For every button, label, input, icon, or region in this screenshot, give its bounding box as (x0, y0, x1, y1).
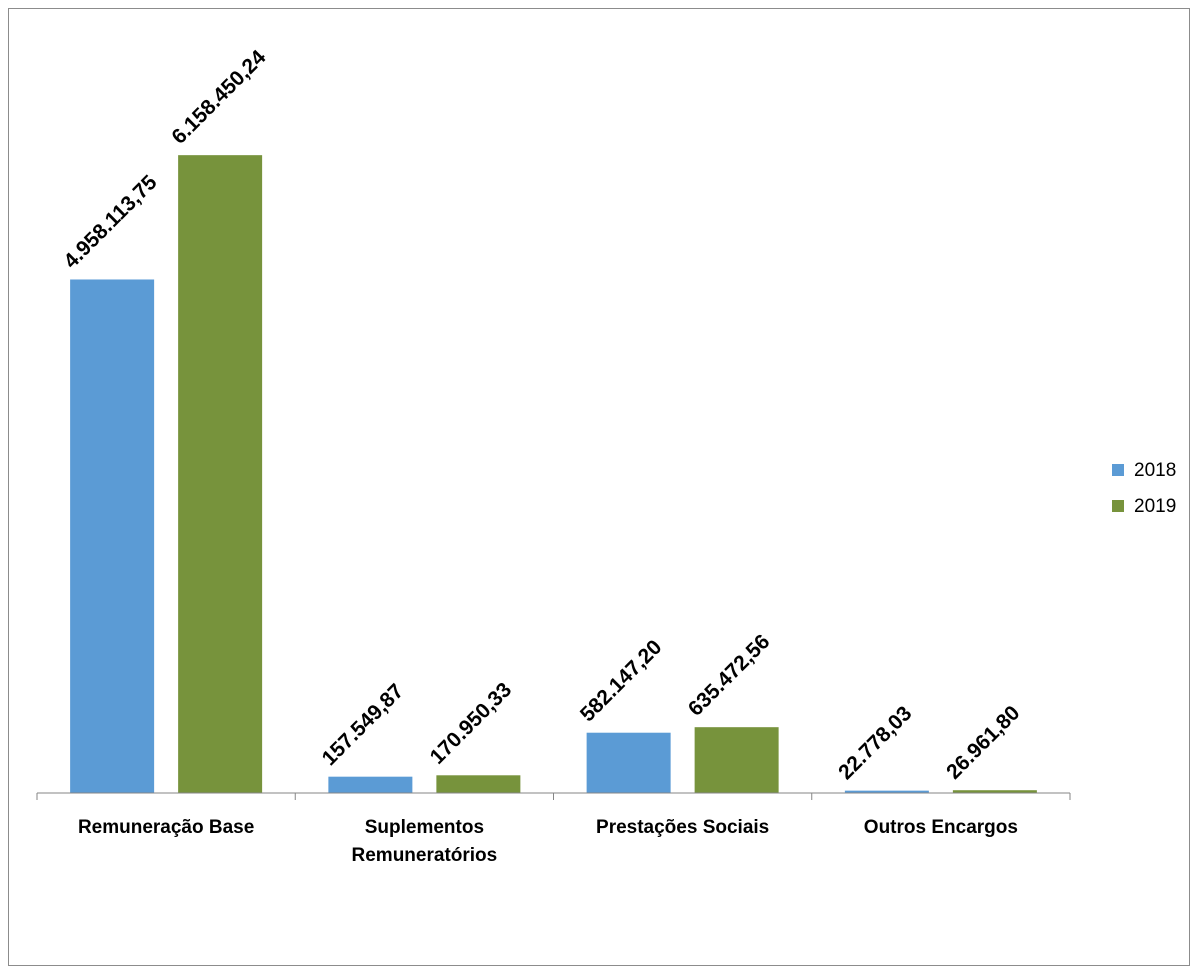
bar-2018-1 (328, 776, 413, 793)
bars-layer (70, 155, 1037, 793)
data-label-2019-0: 6.158.450,24 (167, 46, 270, 149)
category-label-1: Suplementos (365, 817, 484, 838)
bar-2018-0 (70, 279, 155, 793)
category-label-2: Prestações Sociais (596, 817, 769, 838)
data-label-2018-0: 4.958.113,75 (59, 171, 161, 273)
bar-2019-1 (436, 775, 521, 793)
bar-2019-0 (178, 155, 263, 793)
bar-2018-3 (844, 790, 929, 793)
bar-2019-3 (952, 790, 1037, 793)
legend-label-2019: 2019 (1134, 496, 1176, 517)
data-label-2019-3: 26.961,80 (942, 701, 1024, 783)
data-label-2018-3: 22.778,03 (834, 702, 916, 784)
bar-2018-2 (586, 732, 671, 793)
legend-swatch-2019 (1112, 500, 1124, 512)
category-label-1: Remuneratórios (352, 845, 498, 866)
data-label-2019-1: 170.950,33 (426, 678, 517, 769)
legend: 2018 2019 (1112, 460, 1176, 517)
data-label-2018-2: 582.147,20 (576, 636, 667, 727)
data-label-2018-1: 157.549,87 (318, 680, 409, 771)
category-label-3: Outros Encargos (864, 817, 1018, 838)
category-label-0: Remuneração Base (78, 817, 254, 838)
legend-label-2018: 2018 (1134, 460, 1176, 481)
category-labels-layer: Remuneração Base Suplementos Remuneratório… (78, 817, 1018, 866)
x-axis (36, 792, 1071, 800)
legend-swatch-2018 (1112, 464, 1124, 476)
data-label-2019-2: 635.472,56 (684, 630, 775, 721)
bar-2019-2 (694, 727, 779, 793)
